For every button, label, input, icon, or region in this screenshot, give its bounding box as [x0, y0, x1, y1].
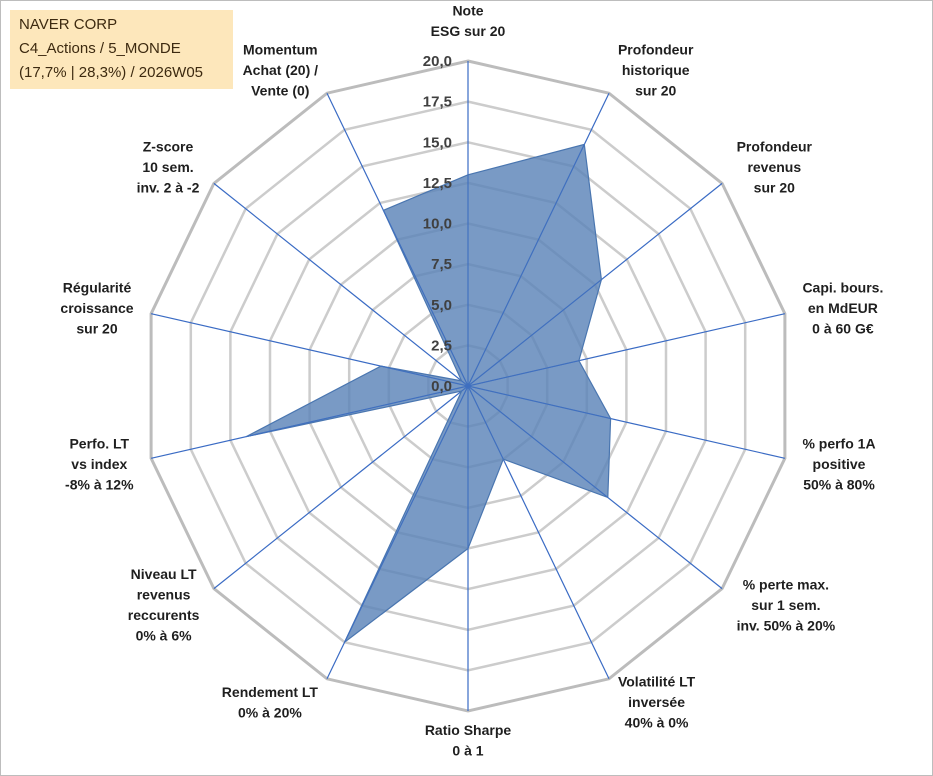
tick-label: 0,0 — [431, 378, 452, 395]
axis-label-line: positive — [813, 456, 866, 472]
axis-label-1: Profondeur historique sur 20 — [618, 41, 694, 98]
axis-labels: Note ESG sur 20 Profondeur historique sur 20… — [60, 3, 883, 759]
axis-label-line: Profondeur — [618, 41, 694, 57]
series-spoke-2 — [467, 279, 602, 387]
axis-label-line: % perte max. — [743, 576, 829, 592]
axis-label-6: Volatilité LT inversée 40% à 0% — [618, 674, 696, 731]
series-spoke-4 — [467, 385, 611, 419]
axis-label-line: inv. 2 à -2 — [137, 180, 200, 196]
tick-label: 5,0 — [431, 297, 452, 314]
series-spoke-1 — [467, 144, 585, 387]
axis-label-line: Capi. bours. — [802, 279, 883, 295]
axis-label-line: 40% à 0% — [625, 715, 689, 731]
portfolio-stats: (17,7% | 28,3%) / 2026W05 — [19, 64, 203, 81]
axis-label-line: 50% à 80% — [803, 477, 875, 493]
axis-label-9: Niveau LT revenus reccurents 0% à 6% — [128, 566, 200, 644]
axis-label-line: Vente (0) — [251, 82, 309, 98]
tick-label: 10,0 — [423, 216, 452, 233]
axis-label-2: Profondeur revenus sur 20 — [737, 139, 813, 196]
axis-label-line: 0 à 60 G€ — [812, 320, 874, 336]
axis-spoke-9 — [213, 385, 469, 590]
axis-label-line: sur 20 — [635, 82, 676, 98]
axis-label-line: % perfo 1A — [802, 436, 875, 452]
axis-label-line: Régularité — [63, 279, 132, 295]
tick-label: 20,0 — [423, 53, 452, 70]
portfolio-name: C4_Actions / 5_MONDE — [19, 40, 181, 57]
axis-label-line: Z-score — [143, 139, 194, 155]
axis-label-line: en MdEUR — [808, 300, 878, 316]
company-name: NAVER CORP — [19, 16, 118, 33]
axis-label-line: inversée — [628, 694, 685, 710]
axis-label-line: revenus — [747, 159, 801, 175]
axis-label-3: Capi. bours. en MdEUR 0 à 60 G€ — [802, 279, 883, 336]
series-spoke-11 — [380, 365, 469, 387]
axis-label-0: Note ESG sur 20 — [431, 3, 506, 40]
axis-label-line: 0 à 1 — [452, 743, 483, 759]
tick-labels: 0,0 2,5 5,0 7,5 10,0 12,5 15,0 17,5 20,0 — [423, 53, 452, 395]
axis-label-line: Note — [452, 3, 483, 19]
series — [245, 143, 612, 643]
axis-label-line: Achat (20) / — [243, 62, 319, 78]
axis-label-line: -8% à 12% — [65, 477, 134, 493]
series-spoke-9 — [461, 385, 469, 392]
axis-label-10: Perfo. LT vs index -8% à 12% — [65, 436, 134, 493]
axis-label-line: 10 sem. — [142, 159, 193, 175]
axis-label-line: sur 20 — [754, 180, 795, 196]
tick-label: 15,0 — [423, 134, 452, 151]
axis-label-line: Momentum — [243, 41, 318, 57]
axis-label-line: Perfo. LT — [69, 436, 129, 452]
axis-label-12: Z-score 10 sem. inv. 2 à -2 — [137, 139, 200, 196]
series-spoke-6 — [467, 385, 504, 460]
series-spoke-10 — [246, 385, 469, 438]
axis-label-8: Rendement LT 0% à 20% — [222, 684, 319, 721]
series-spoke-3 — [467, 360, 580, 387]
tick-label: 7,5 — [431, 256, 452, 273]
axis-label-line: revenus — [137, 587, 191, 603]
axis-label-line: inv. 50% à 20% — [737, 617, 836, 633]
series-spoke-5 — [467, 385, 609, 498]
axis-label-line: reccurents — [128, 607, 200, 623]
tick-label: 2,5 — [431, 337, 452, 354]
axis-label-line: 0% à 20% — [238, 705, 302, 721]
axis-label-13: Momentum Achat (20) / Vente (0) — [243, 41, 319, 98]
series-spoke-12 — [461, 380, 469, 387]
axis-label-line: Rendement LT — [222, 684, 319, 700]
axis-label-line: Niveau LT — [131, 566, 197, 582]
info-box: NAVER CORP C4_Actions / 5_MONDE (17,7% |… — [10, 10, 233, 89]
axis-label-line: croissance — [60, 300, 133, 316]
axis-label-line: ESG sur 20 — [431, 23, 506, 39]
axis-label-4: % perfo 1A positive 50% à 80% — [802, 436, 875, 493]
series-spoke-13 — [382, 210, 469, 387]
axis-label-line: 0% à 6% — [136, 628, 193, 644]
axis-label-line: Profondeur — [737, 139, 813, 155]
axis-label-5: % perte max. sur 1 sem. inv. 50% à 20% — [737, 576, 836, 633]
axis-label-line: sur 1 sem. — [751, 597, 820, 613]
axis-label-line: historique — [622, 62, 690, 78]
tick-label: 17,5 — [423, 94, 452, 111]
axis-label-line: Volatilité LT — [618, 674, 696, 690]
series-spoke-8 — [344, 385, 469, 643]
axis-label-line: vs index — [71, 456, 127, 472]
tick-label: 12,5 — [423, 175, 452, 192]
axis-spoke-12 — [213, 182, 469, 387]
axis-label-line: Ratio Sharpe — [425, 722, 512, 738]
axis-label-11: Régularité croissance sur 20 — [60, 279, 133, 336]
axis-label-line: sur 20 — [76, 320, 117, 336]
axis-label-7: Ratio Sharpe 0 à 1 — [425, 722, 512, 759]
